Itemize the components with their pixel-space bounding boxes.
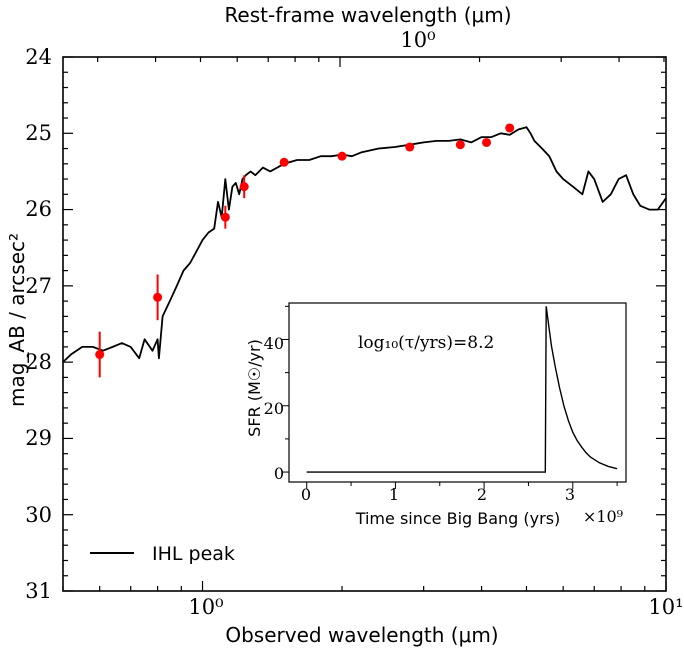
y-tick-label-24: 24 (25, 45, 52, 69)
inset-axis-ticks (282, 305, 618, 489)
top-axis-title: Rest-frame wavelength (μm) (224, 3, 511, 27)
main-sed-curve-group (62, 126, 667, 363)
y-tick-label-31: 31 (25, 579, 52, 603)
inset-x-tick-label-3: 3 (565, 485, 575, 504)
main-photometry-points-group (95, 123, 515, 378)
y-tick-label-26: 26 (25, 197, 52, 221)
photometry-point (239, 182, 249, 192)
inset-x-axis-title: Time since Big Bang (yrs) (355, 509, 561, 528)
y-tick-label-28: 28 (25, 350, 52, 374)
x-axis-title: Observed wavelength (μm) (225, 623, 498, 647)
photometry-point (505, 123, 515, 133)
inset-x-tick-label-1: 1 (389, 485, 399, 504)
photometry-point (153, 292, 163, 302)
photometry-point (482, 137, 492, 147)
photometry-point (337, 151, 347, 161)
inset-y-tick-label-40: 40 (264, 334, 284, 353)
inset-x-offset-text: ×10⁹ (583, 507, 624, 526)
inset-frame (288, 302, 627, 483)
y-tick-label-25: 25 (25, 121, 52, 145)
sfr-history-line (306, 306, 618, 473)
y-tick-label-27: 27 (25, 274, 52, 298)
photometry-point (405, 142, 415, 152)
main-axis-ticks (62, 56, 667, 592)
photometry-point (455, 140, 465, 150)
inset-x-tick-label-2: 2 (477, 485, 487, 504)
x-tick-label-10: 10¹ (648, 595, 683, 619)
inset-y-tick-label-0: 0 (274, 464, 284, 483)
sed-curve-line (62, 126, 667, 363)
y-tick-label-29: 29 (25, 426, 52, 450)
photometry-point (220, 212, 230, 222)
y-axis-title: mag_AB / arcsec² (5, 233, 29, 407)
inset-y-tick-label-20: 20 (264, 399, 284, 418)
x-tick-label-1: 10⁰ (188, 595, 223, 619)
photometry-point (279, 157, 289, 167)
inset-y-axis-title: SFR (M☉/yr) (245, 339, 264, 437)
inset-x-tick-label-0: 0 (301, 485, 311, 504)
y-tick-label-30: 30 (25, 503, 52, 527)
legend-label: IHL peak (152, 543, 235, 565)
top-tick-label-1: 10⁰ (400, 28, 435, 52)
photometry-point (95, 350, 105, 360)
inset-sfr-curve-group (306, 306, 618, 473)
inset-annotation: log₁₀(τ/yrs)=8.2 (358, 333, 494, 353)
